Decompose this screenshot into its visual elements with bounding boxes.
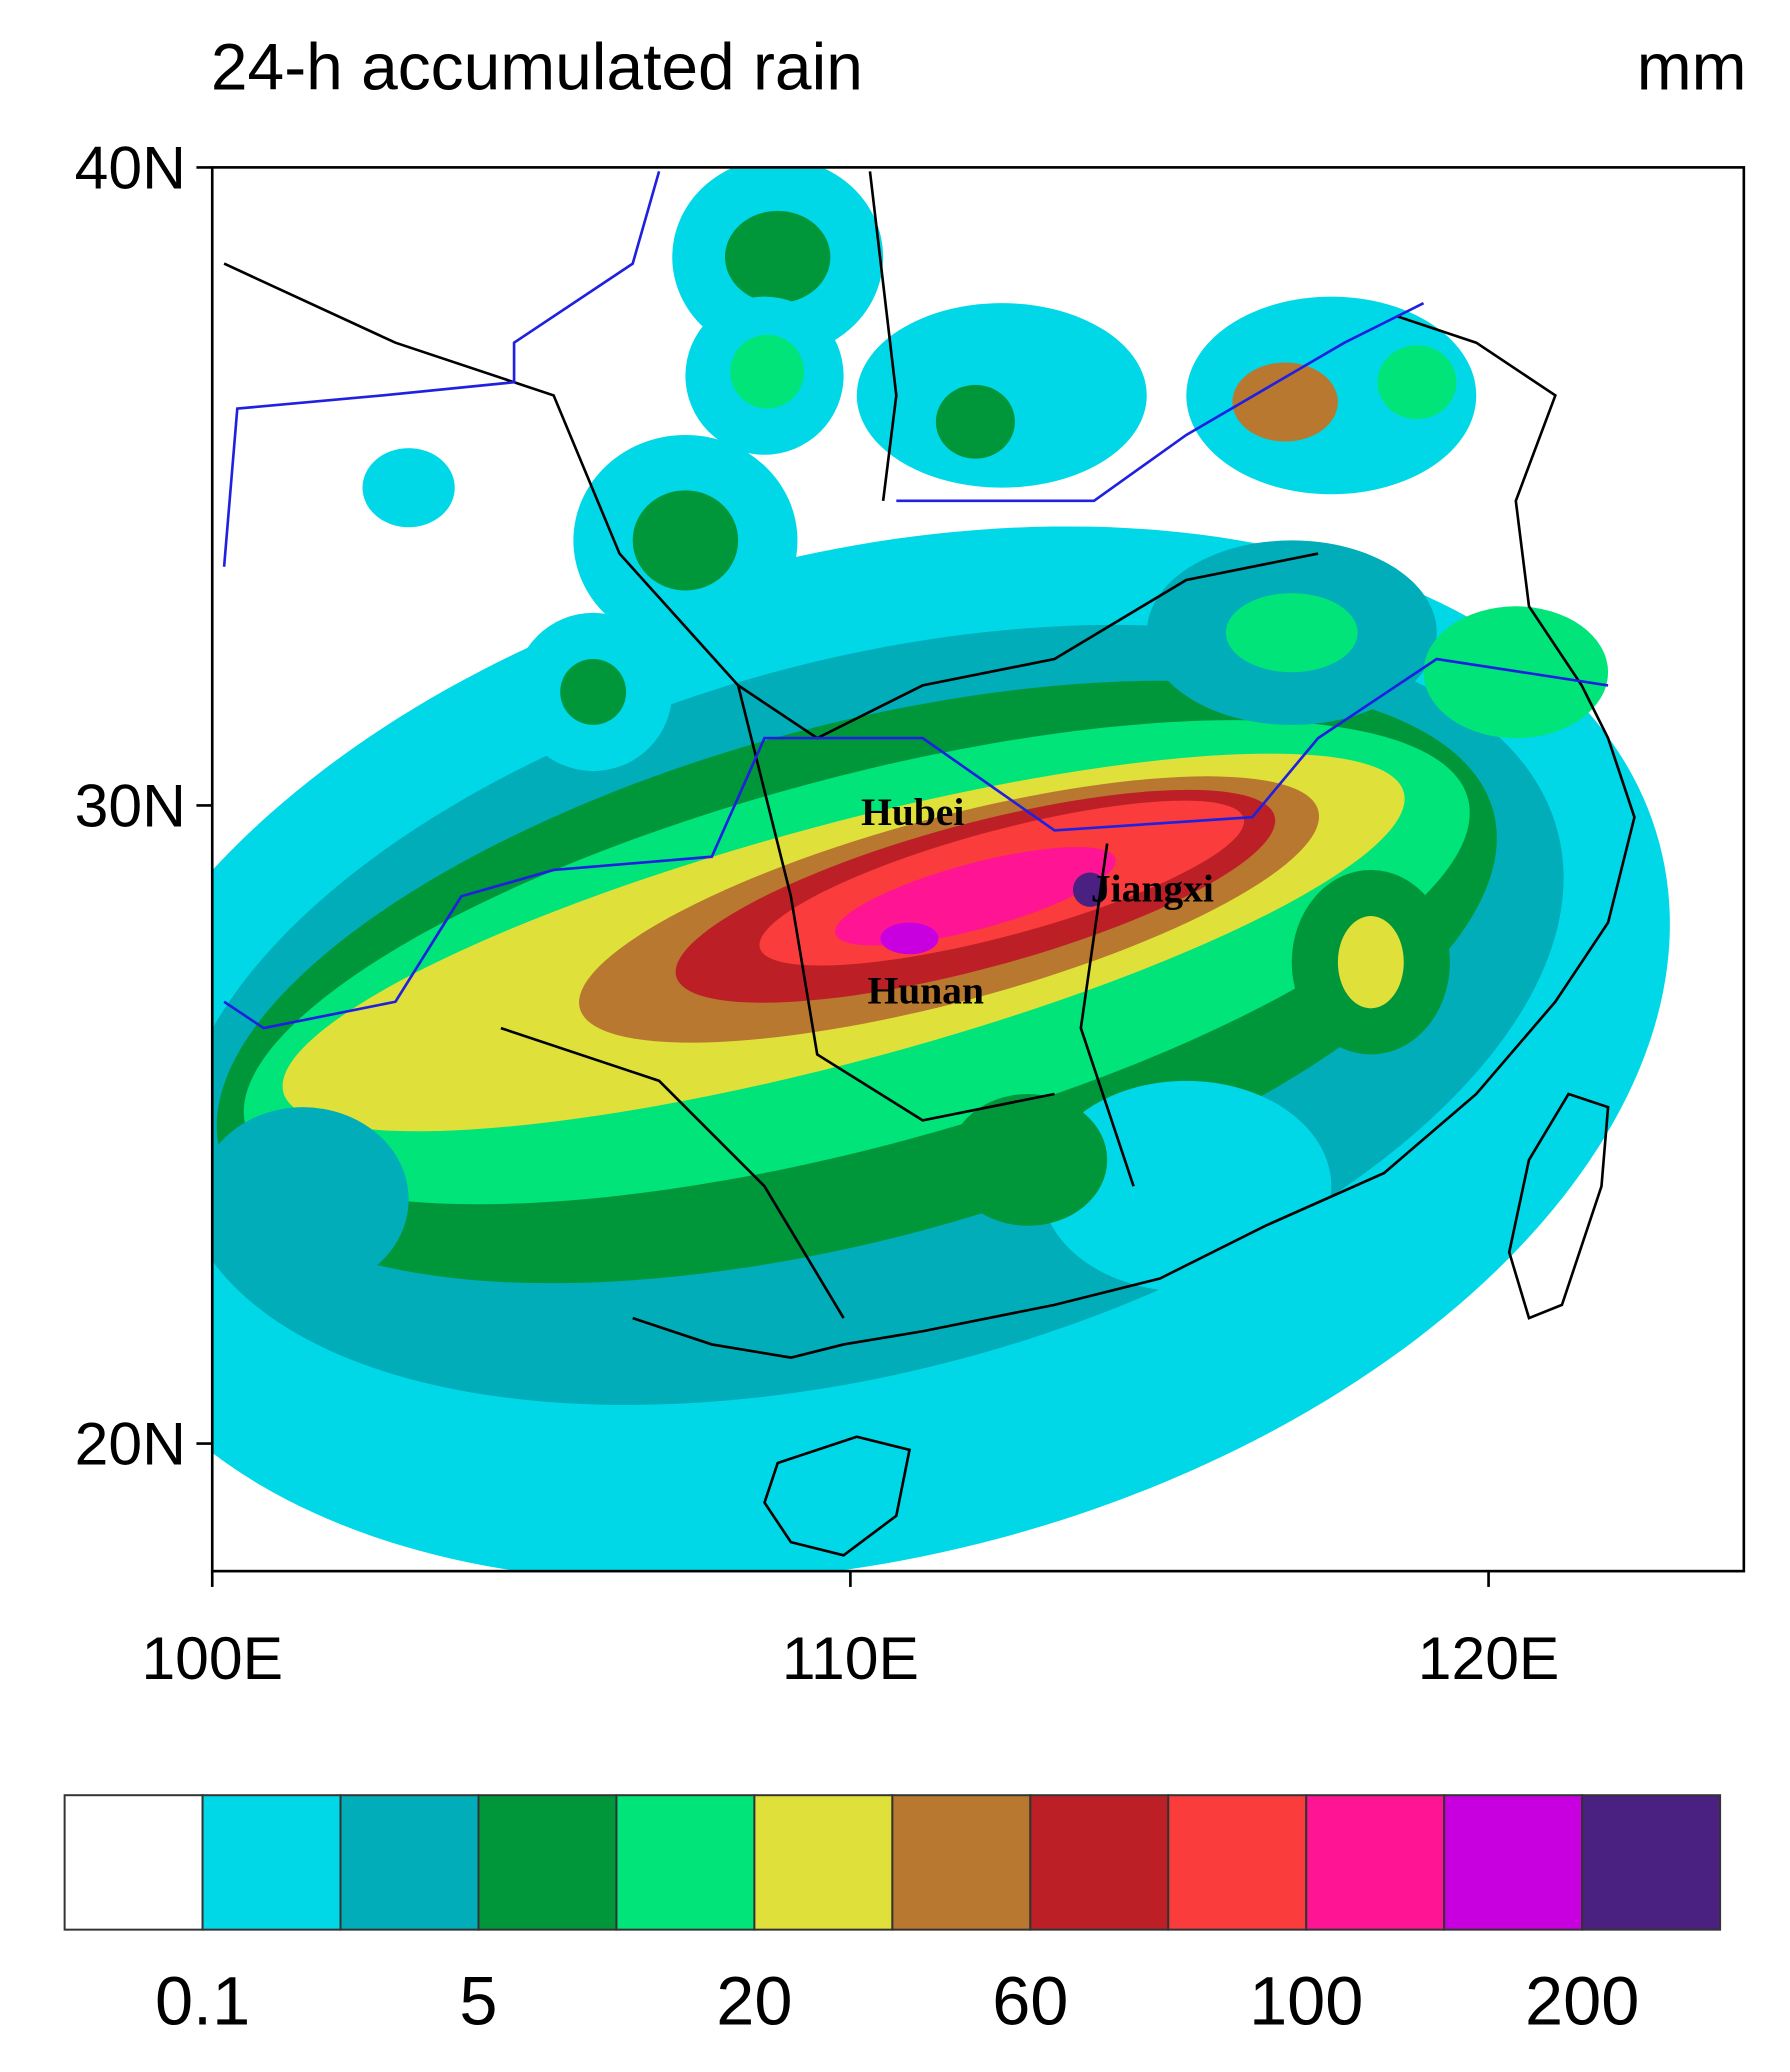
axis-ticks: 40N 30N 20N 100E 110E 120E	[75, 133, 1560, 1692]
colorbar-label: 100	[1249, 1963, 1363, 2040]
title: 24-h accumulated rain	[211, 30, 863, 104]
region-label: Hunan	[867, 969, 983, 1013]
lat-tick-label: 40N	[75, 133, 186, 201]
unit: mm	[1637, 30, 1747, 104]
colorbar-box	[753, 1794, 894, 1931]
lon-tick-label: 120E	[1418, 1624, 1560, 1692]
colorbar-box	[339, 1794, 480, 1931]
colorbar-box	[201, 1794, 342, 1931]
rain-contour	[730, 334, 805, 409]
colorbar-label: 20	[716, 1963, 792, 2040]
colorbar-box	[63, 1794, 204, 1931]
lon-tick-label: 100E	[141, 1624, 283, 1692]
rain-contour	[362, 448, 455, 528]
region-label: Jiangxi	[1091, 867, 1214, 911]
lat-tick-label: 20N	[75, 1410, 186, 1478]
rain-contour	[949, 1093, 1108, 1226]
colorbar: 0.1 5 20 60 100 200	[63, 1794, 1722, 2040]
colorbar-box	[1167, 1794, 1308, 1931]
lat-tick-label: 30N	[75, 772, 186, 840]
colorbar-label: 5	[459, 1963, 497, 2040]
lon-tick-label: 110E	[782, 1624, 919, 1692]
rain-contour	[1337, 916, 1404, 1009]
colorbar-box	[891, 1794, 1032, 1931]
rain-contour	[724, 210, 831, 304]
colorbar-label: 60	[992, 1963, 1068, 2040]
rain-contour	[560, 659, 627, 725]
rain-contour	[835, 847, 1116, 946]
rain-contour	[632, 490, 739, 591]
colorbar-box	[1305, 1794, 1446, 1931]
colorbar-box	[615, 1794, 756, 1931]
colorbar-label: 200	[1525, 1963, 1639, 2040]
rain-contour	[212, 1107, 409, 1292]
colorbar-box	[477, 1794, 618, 1931]
map-frame	[210, 166, 1746, 1573]
rain-contour	[1232, 362, 1338, 442]
colorbar-box	[1029, 1794, 1170, 1931]
rain-contour	[1041, 1080, 1332, 1292]
colorbar-box	[1443, 1794, 1584, 1931]
region-label: Hubei	[861, 790, 964, 834]
coastline	[222, 170, 1636, 1557]
rain-contour	[1225, 593, 1358, 673]
rain-contour	[1377, 345, 1457, 420]
colorbar-label: 0.1	[155, 1963, 250, 2040]
colorbar-box	[1581, 1794, 1722, 1931]
rain-field	[212, 167, 1670, 1572]
rain-contour	[880, 922, 939, 955]
region-labels: Hubei Jiangxi Hunan	[861, 790, 1214, 1013]
rain-contour	[935, 384, 1015, 459]
